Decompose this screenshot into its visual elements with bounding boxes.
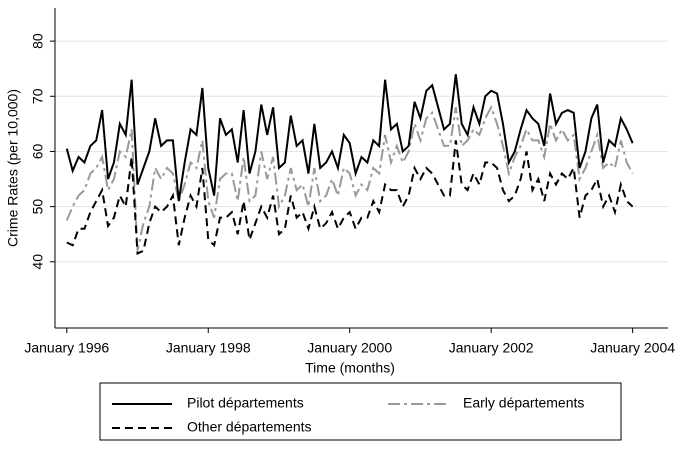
y-tick-label: 40: [30, 254, 46, 270]
y-axis-label: Crime Rates (per 10,000): [5, 89, 21, 247]
x-tick-label: January 2004: [590, 340, 675, 356]
x-tick-label: January 1996: [24, 340, 109, 356]
y-tick-label: 50: [30, 199, 46, 215]
legend-label: Pilot départements: [187, 395, 304, 411]
x-tick-label: January 2000: [307, 340, 392, 356]
series-line: [65, 74, 634, 202]
series-line: [65, 104, 634, 251]
legend-box: [99, 382, 622, 441]
series-line: [66, 140, 634, 256]
legend-label: Other départements: [187, 419, 312, 435]
y-tick-label: 80: [30, 33, 46, 49]
y-tick-label: 70: [30, 88, 46, 104]
legend-label: Early départements: [463, 395, 584, 411]
x-axis-label: Time (months): [305, 360, 395, 376]
legend: Pilot départements Early départements Othe…: [99, 382, 622, 441]
x-tick-label: January 2002: [449, 340, 534, 356]
y-tick-label: 60: [30, 143, 46, 159]
x-tick-label: January 1998: [166, 340, 251, 356]
